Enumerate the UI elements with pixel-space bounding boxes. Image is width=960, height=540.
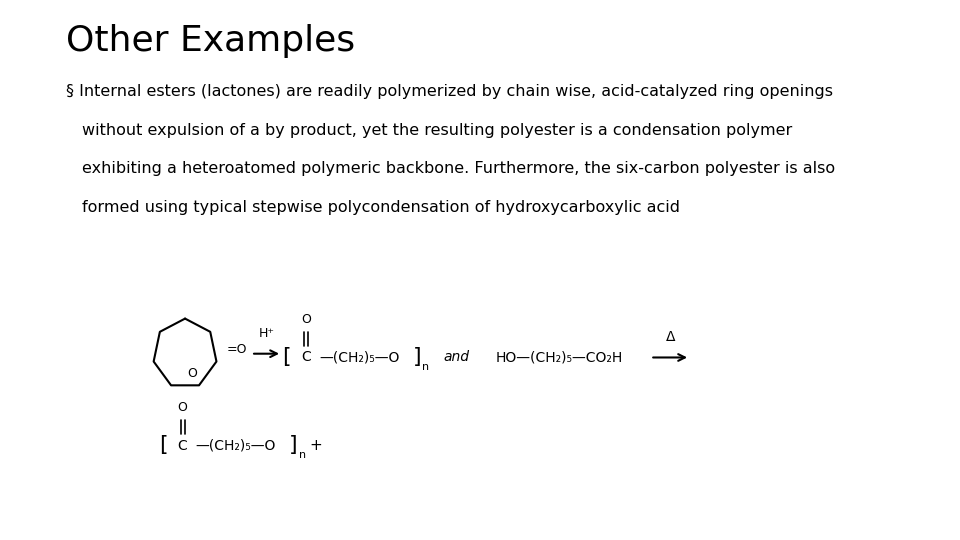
Text: Δ: Δ	[665, 330, 675, 344]
Text: C: C	[178, 438, 187, 453]
Text: H⁺: H⁺	[258, 327, 275, 340]
Text: ]: ]	[289, 435, 298, 456]
Text: exhibiting a heteroatomed polymeric backbone. Furthermore, the six-carbon polyes: exhibiting a heteroatomed polymeric back…	[82, 161, 835, 177]
Text: § Internal esters (lactones) are readily polymerized by chain wise, acid-catalyz: § Internal esters (lactones) are readily…	[66, 84, 833, 99]
Text: O: O	[300, 313, 311, 326]
Text: +: +	[309, 438, 322, 453]
Text: n: n	[299, 450, 306, 460]
Text: —(CH₂)₅—O: —(CH₂)₅—O	[319, 350, 399, 365]
Text: and: and	[444, 350, 469, 365]
Text: HO—(CH₂)₅—CO₂H: HO—(CH₂)₅—CO₂H	[496, 350, 623, 365]
Text: C: C	[300, 350, 311, 365]
Text: —(CH₂)₅—O: —(CH₂)₅—O	[196, 438, 276, 453]
Text: without expulsion of a by product, yet the resulting polyester is a condensation: without expulsion of a by product, yet t…	[82, 123, 792, 138]
Text: formed using typical stepwise polycondensation of hydroxycarboxylic acid: formed using typical stepwise polyconden…	[82, 200, 680, 215]
Text: [: [	[282, 347, 291, 368]
Text: [: [	[158, 435, 167, 456]
Text: n: n	[422, 362, 429, 372]
Text: O: O	[187, 367, 197, 380]
Text: O: O	[178, 401, 187, 414]
Text: Other Examples: Other Examples	[66, 24, 355, 58]
Text: ]: ]	[413, 347, 421, 368]
Text: =O: =O	[227, 343, 247, 356]
